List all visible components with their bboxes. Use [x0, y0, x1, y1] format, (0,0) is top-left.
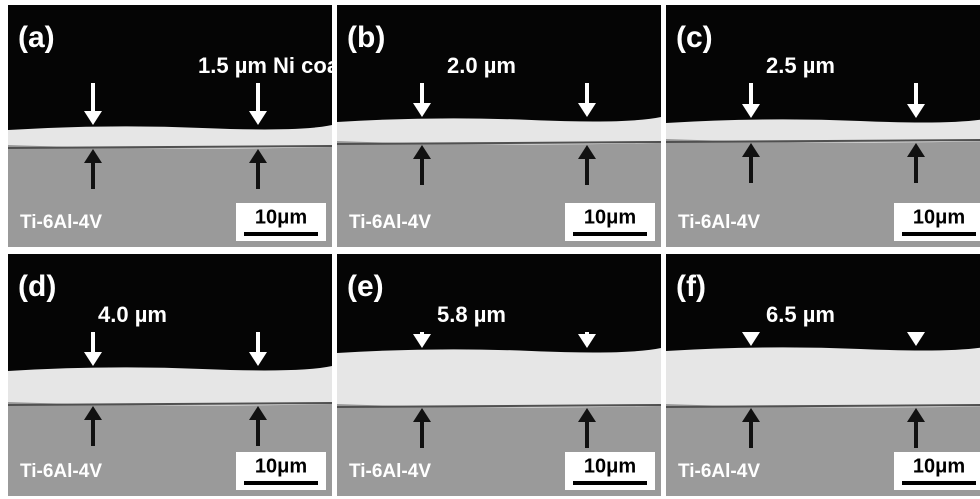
- coating-layer: [666, 346, 980, 408]
- substrate-label: Ti-6Al-4V: [349, 212, 431, 233]
- micrograph-panel: (c) 2.5 µm Ti-6Al-4V 10μm: [666, 5, 980, 247]
- scale-bar-label: 10μm: [913, 455, 965, 477]
- substrate-label: Ti-6Al-4V: [678, 461, 760, 482]
- substrate-label: Ti-6Al-4V: [20, 212, 102, 233]
- scale-bar-label: 10μm: [913, 206, 965, 228]
- coating-thickness: 2.5 µm: [766, 53, 835, 78]
- coating-thickness: 5.8 µm: [437, 302, 506, 327]
- scale-bar-label: 10μm: [255, 206, 307, 228]
- coating-thickness: 6.5 µm: [766, 302, 835, 327]
- substrate-label: Ti-6Al-4V: [678, 212, 760, 233]
- substrate-label: Ti-6Al-4V: [349, 461, 431, 482]
- page: {"panels": [ {"label": "(a)", "thickness…: [0, 0, 980, 499]
- micrograph-panel: (f) 6.5 µm Ti-6Al-4V 10μm: [666, 254, 980, 496]
- coating-thickness: 4.0 µm: [98, 302, 167, 327]
- panel-label: (a): [18, 21, 55, 54]
- micrograph-panel: (d) 4.0 µm Ti-6Al-4V 10μm: [8, 254, 332, 496]
- panel-label: (f): [676, 270, 706, 303]
- scale-bar-label: 10μm: [584, 206, 636, 228]
- micrograph-panel: (e) 5.8 µm Ti-6Al-4V 10μm: [337, 254, 661, 496]
- micrograph-panel: (b) 2.0 µm Ti-6Al-4V 10μm: [337, 5, 661, 247]
- panel-label: (c): [676, 21, 713, 54]
- coating-layer: [337, 348, 661, 408]
- figure: (a)1.5 µm Ni coatingTi-6Al-4V10μm(b)2.0 …: [0, 0, 980, 499]
- coating-layer: [8, 366, 332, 406]
- coating-thickness: 2.0 µm: [447, 53, 516, 78]
- panel-label: (b): [347, 21, 385, 54]
- scale-bar-label: 10μm: [255, 455, 307, 477]
- panel-label: (d): [18, 270, 56, 303]
- substrate-label: Ti-6Al-4V: [20, 461, 102, 482]
- panel-label: (e): [347, 270, 384, 303]
- scale-bar-label: 10μm: [584, 455, 636, 477]
